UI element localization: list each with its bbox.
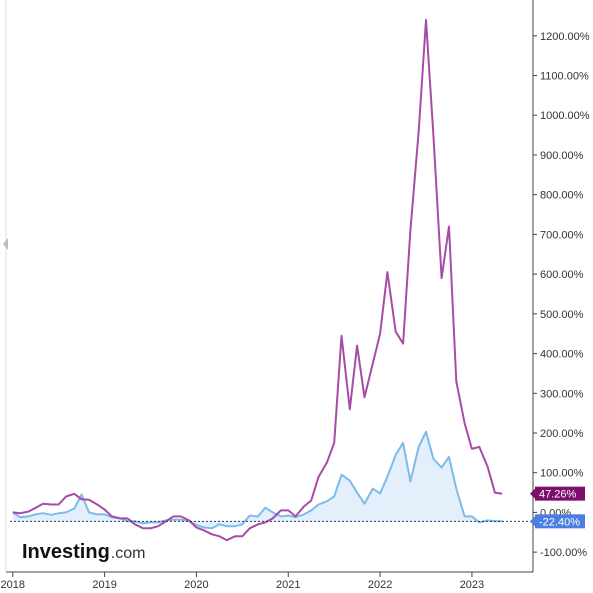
logo-main-text: Investing: [22, 541, 110, 563]
x-axis-ticks: 2018 2019 2020 2021 2022 2023: [1, 572, 484, 591]
investing-logo: Investing .com: [22, 541, 145, 563]
logo-suffix-text: .com: [111, 545, 146, 562]
x-tick-label: 2018: [1, 579, 25, 591]
x-tick-label: 2022: [368, 579, 392, 591]
y-tick-label: 400.00%: [540, 349, 584, 361]
y-tick-label: 1100.00%: [540, 71, 589, 83]
last-value-badge: [535, 486, 585, 501]
y-tick-label: -100.00%: [540, 547, 587, 559]
last-value-label: -22.40%: [539, 516, 580, 528]
x-tick-label: 2020: [184, 579, 208, 591]
x-tick-label: 2023: [460, 579, 484, 591]
y-tick-label: 200.00%: [540, 428, 584, 440]
y-tick-label: 500.00%: [540, 309, 584, 321]
series-lines: [12, 18, 503, 542]
y-tick-label: 800.00%: [540, 190, 584, 202]
scroll-handle-icon[interactable]: [3, 238, 8, 250]
y-tick-label: 1000.00%: [540, 110, 590, 122]
y-tick-label: 300.00%: [540, 388, 584, 400]
x-tick-label: 2019: [92, 579, 116, 591]
series-b-area-group: [12, 431, 503, 529]
badge-pointer: [530, 488, 535, 499]
y-tick-label: 700.00%: [540, 229, 584, 241]
last-value-badges: 47.26% -22.40%: [530, 486, 585, 529]
series-line: [12, 430, 503, 530]
y-tick-label: 900.00%: [540, 150, 584, 162]
y-tick-label: 1200.00%: [540, 31, 590, 43]
x-tick-label: 2021: [276, 579, 300, 591]
y-tick-label: 100.00%: [540, 468, 584, 480]
series-line: [12, 18, 503, 542]
series-area-fill: [12, 431, 503, 529]
last-value-badge: [535, 514, 585, 529]
y-tick-label: 600.00%: [540, 269, 584, 281]
badge-pointer: [530, 516, 535, 527]
y-axis-ticks: -100.00%0.00%100.00%200.00%300.00%400.00…: [533, 31, 590, 559]
last-value-label: 47.26%: [539, 489, 577, 501]
